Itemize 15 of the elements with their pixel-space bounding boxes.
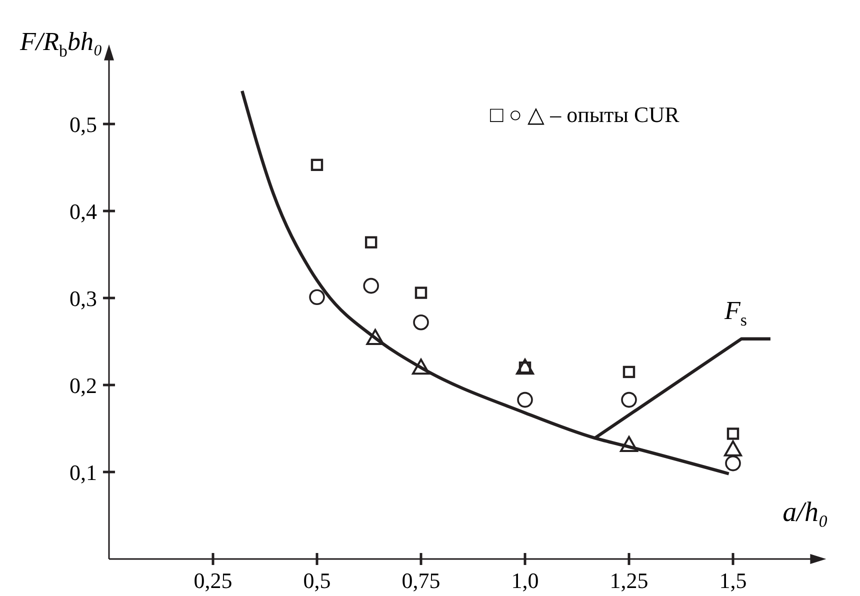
- y-tick-label: 0,4: [70, 199, 97, 224]
- y-tick-label: 0,3: [70, 286, 97, 311]
- x-tick-label: 0,75: [402, 568, 440, 593]
- x-tick-label: 1,25: [610, 568, 648, 593]
- x-tick-label: 1,5: [719, 568, 747, 593]
- y-tick-label: 0,1: [70, 460, 97, 485]
- annotation: □ ○ △ – опыты CUR: [490, 102, 680, 127]
- annotation: F$_{s}$: [723, 296, 747, 330]
- y-tick-label: 0,5: [70, 112, 97, 137]
- x-axis-title: a/h₀: [782, 497, 828, 528]
- y-tick-label: 0,2: [70, 373, 97, 398]
- x-tick-label: 1,0: [511, 568, 539, 593]
- y-axis-title: F/R$_{b}$bh₀: [19, 27, 102, 60]
- x-tick-label: 0,25: [194, 568, 232, 593]
- x-tick-label: 0,5: [303, 568, 331, 593]
